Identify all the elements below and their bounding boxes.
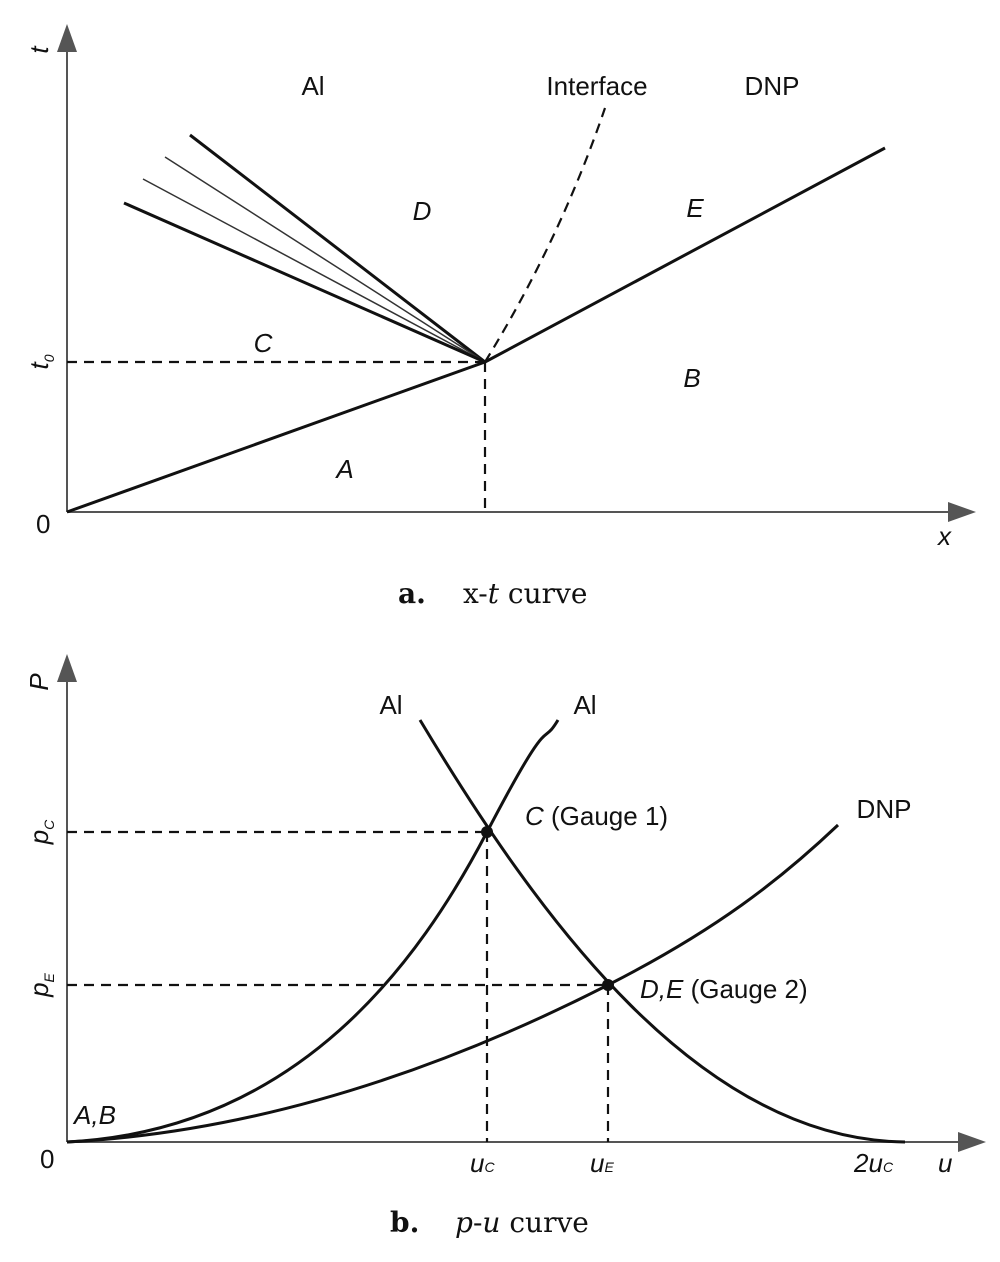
point-note: (Gauge 2) xyxy=(683,974,807,1004)
transmitted-shock xyxy=(484,146,886,364)
axis-label: t xyxy=(24,45,54,54)
curve-label: DNP xyxy=(857,794,912,824)
point-label: D,E (Gauge 2) xyxy=(640,974,808,1004)
point-note: (Gauge 1) xyxy=(544,801,668,831)
panel-a: t x 0 t0 Al Interface DNP D E C B A a. x-… xyxy=(24,24,976,610)
t0-label: t0 xyxy=(24,354,57,369)
caption: a. x-t curve xyxy=(398,577,587,610)
pc-sub: C xyxy=(41,819,57,830)
shock-line xyxy=(66,360,486,514)
caption-text: curve xyxy=(500,1206,588,1239)
origin-label: 0 xyxy=(40,1144,54,1174)
u-tick-label: uE xyxy=(590,1148,614,1178)
pe-main: p xyxy=(24,982,54,997)
axis-label: u xyxy=(938,1148,952,1178)
caption-text: u xyxy=(482,1206,500,1239)
pc-main: p xyxy=(24,830,54,845)
caption-text: p xyxy=(455,1206,473,1239)
axis-label: x xyxy=(936,521,952,551)
region-label: C xyxy=(254,328,273,358)
dnp-curve xyxy=(66,823,840,1144)
caption-text: t xyxy=(488,577,500,610)
region-label: E xyxy=(686,193,704,223)
panel-b: P u 0 pC pE Al Al DNP C (Gauge 1) D,E (G… xyxy=(24,654,986,1239)
u-tick-label: uC xyxy=(470,1148,495,1178)
interface-line xyxy=(484,107,607,363)
al-curve-left xyxy=(418,719,906,1144)
ue-sub: E xyxy=(604,1159,614,1175)
pc-label: pC xyxy=(24,819,57,845)
region-label: A xyxy=(334,454,353,484)
region-label: DNP xyxy=(745,71,800,101)
caption-text: x- xyxy=(463,577,488,610)
curve-label: Al xyxy=(379,690,402,720)
point-c xyxy=(481,826,493,838)
point-label: A,B xyxy=(72,1100,116,1130)
axis-label: P xyxy=(24,673,54,691)
region-label: Al xyxy=(301,71,324,101)
fan-line xyxy=(164,156,486,363)
region-label: Interface xyxy=(546,71,647,101)
fan-line xyxy=(123,201,486,364)
pe-label: pE xyxy=(24,972,57,997)
t0-main: t xyxy=(24,361,54,370)
ue-main: u xyxy=(590,1148,604,1178)
caption-label: a. xyxy=(398,577,426,610)
curve-label: Al xyxy=(573,690,596,720)
region-label: D xyxy=(413,196,432,226)
point-name: D,E xyxy=(640,974,684,1004)
t0-sub: 0 xyxy=(41,354,57,362)
point-de xyxy=(602,979,614,991)
origin-label: 0 xyxy=(36,509,50,539)
u-tick-label: 2uC xyxy=(853,1148,894,1178)
caption: b. p-u curve xyxy=(390,1206,589,1239)
point-label: C (Gauge 1) xyxy=(525,801,668,831)
two-uc-sub: C xyxy=(883,1159,894,1175)
al-curve-right xyxy=(66,719,560,1144)
two-uc-main: u xyxy=(868,1148,882,1178)
caption-text: - xyxy=(473,1206,482,1239)
caption-text: curve xyxy=(499,577,587,610)
fan-line xyxy=(189,133,486,364)
pe-sub: E xyxy=(41,972,57,982)
two-uc-pre: 2 xyxy=(853,1148,869,1178)
caption-label: b. xyxy=(390,1206,419,1239)
uc-main: u xyxy=(470,1148,484,1178)
fan-line xyxy=(142,178,486,363)
point-name: C xyxy=(525,801,544,831)
uc-sub: C xyxy=(484,1159,495,1175)
region-label: B xyxy=(683,363,700,393)
